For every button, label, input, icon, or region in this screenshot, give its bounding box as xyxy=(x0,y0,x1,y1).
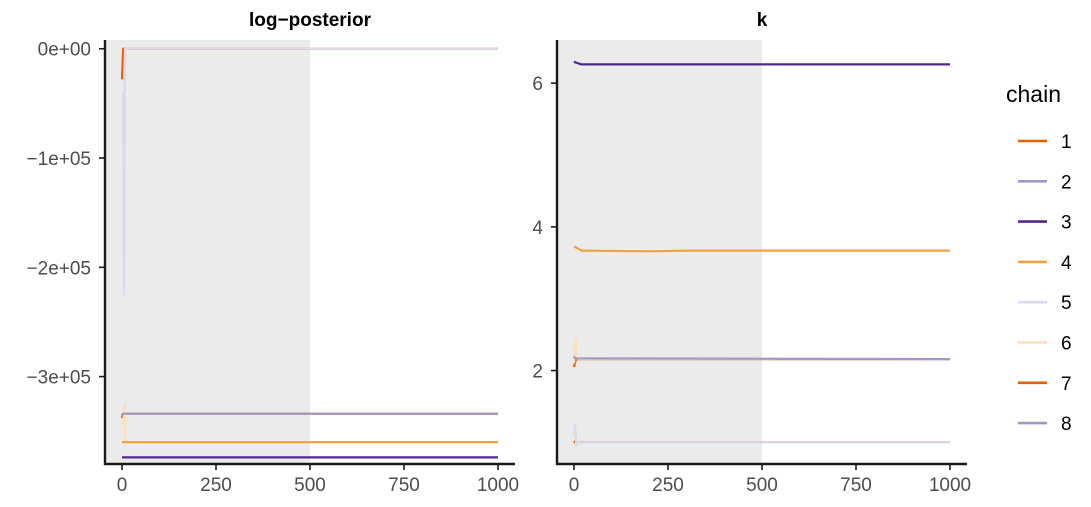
legend-title: chain xyxy=(1006,81,1061,107)
series-line-chain-3 xyxy=(573,60,950,66)
legend-label-chain-7: 7 xyxy=(1061,374,1072,395)
panel-title: log−posterior xyxy=(249,10,372,31)
legend-label-chain-4: 4 xyxy=(1061,253,1072,274)
panel-k: 0 250 500 750 1000 2 4 6 k xyxy=(532,10,971,496)
x-tick-label: 0 xyxy=(117,475,128,496)
legend-label-chain-5: 5 xyxy=(1061,293,1072,314)
legend-label-chain-2: 2 xyxy=(1061,172,1072,193)
x-tick-label: 1000 xyxy=(477,475,519,496)
y-tick-label: −2e+05 xyxy=(27,258,91,279)
panel-title: k xyxy=(757,10,768,31)
x-tick-label: 0 xyxy=(569,475,580,496)
x-tick-label: 500 xyxy=(294,475,326,496)
x-tick-label: 750 xyxy=(388,475,420,496)
series-line-chain-8 xyxy=(573,355,951,361)
y-tick-label: 4 xyxy=(532,218,543,239)
warmup-region xyxy=(105,40,310,464)
x-tick-label: 250 xyxy=(652,475,684,496)
x-tick-label: 1000 xyxy=(929,475,971,496)
legend-label-chain-1: 1 xyxy=(1061,132,1072,153)
legend-label-chain-8: 8 xyxy=(1061,414,1072,435)
series-line-chain-4 xyxy=(573,245,950,253)
x-tick-label: 250 xyxy=(200,475,232,496)
chain-legend: chain 1 2 3 4 5 6 7 8 xyxy=(1006,81,1072,435)
legend-label-chain-6: 6 xyxy=(1061,334,1072,355)
y-tick-label: 6 xyxy=(532,74,543,95)
series-line-chain-5 xyxy=(572,423,950,448)
y-tick-label: 2 xyxy=(532,362,543,383)
legend-label-chain-3: 3 xyxy=(1061,213,1072,234)
y-tick-label: 0e+00 xyxy=(38,40,91,61)
panel-log-posterior: 0 250 500 750 1000 0e+00 −1e+05 −2e+05 −3e+05 log… xyxy=(27,10,520,496)
series-line-chain-8 xyxy=(121,412,498,416)
series-line-chain-5 xyxy=(121,47,498,296)
x-tick-label: 500 xyxy=(746,475,778,496)
y-tick-label: −1e+05 xyxy=(27,149,91,170)
y-tick-label: −3e+05 xyxy=(27,368,91,389)
x-tick-label: 750 xyxy=(840,475,872,496)
